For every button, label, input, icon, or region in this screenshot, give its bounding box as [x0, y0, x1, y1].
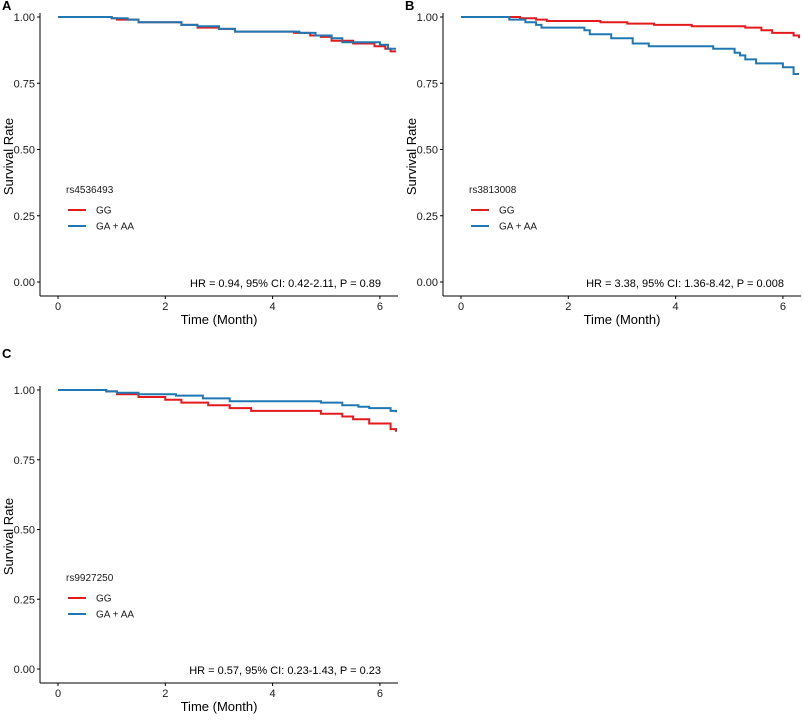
hr-annotation: HR = 0.94, 95% CI: 0.42-2.11, P = 0.89	[190, 278, 381, 290]
survival-curve-ga-aa	[58, 16, 396, 50]
y-axis-label: Survival Rate	[1, 498, 16, 575]
y-axis-label: Survival Rate	[1, 118, 16, 195]
legend-label: GG	[499, 206, 515, 217]
y-tick-label: 0.50	[417, 145, 438, 157]
x-tick-label: 2	[162, 301, 168, 313]
y-tick-label: 0.75	[14, 455, 35, 467]
y-tick-label: 1.00	[14, 385, 35, 397]
legend-label: GA + AA	[96, 610, 134, 621]
x-tick-label: 0	[55, 301, 61, 313]
hr-annotation: HR = 0.57, 95% CI: 0.23-1.43, P = 0.23	[189, 665, 381, 677]
y-tick-label: 0.00	[14, 277, 35, 289]
x-tick-label: 2	[162, 688, 168, 700]
x-tick-label: 0	[55, 688, 61, 700]
y-tick-label: 0.75	[14, 78, 35, 90]
x-tick-label: 6	[780, 301, 786, 313]
y-tick-label: 0.25	[14, 211, 35, 223]
legend-title: rs4536493	[66, 185, 114, 196]
survival-curve-ga-aa	[461, 16, 799, 75]
y-tick-label: 0.75	[417, 78, 438, 90]
y-tick-label: 1.00	[417, 12, 438, 24]
x-tick-label: 4	[270, 301, 276, 313]
x-axis-label: Time (Month)	[181, 312, 258, 327]
x-axis-label: Time (Month)	[584, 312, 661, 327]
y-tick-label: 0.50	[14, 525, 35, 537]
legend-title: rs3813008	[469, 185, 517, 196]
panel-a: A 0.00 0.25 0.50 0.75 1.00 0 2 4 6 Time (Month) Sur…	[1, 0, 398, 327]
y-tick-label: 0.00	[417, 277, 438, 289]
hr-annotation: HR = 3.38, 95% CI: 1.36-8.42, P = 0.008	[586, 278, 784, 290]
legend-label: GG	[96, 206, 112, 217]
legend-label: GA + AA	[96, 222, 134, 233]
y-tick-label: 0.00	[14, 664, 35, 676]
y-axis-label: Survival Rate	[404, 118, 419, 195]
x-tick-label: 2	[565, 301, 571, 313]
x-axis-label: Time (Month)	[181, 699, 258, 714]
legend-label: GA + AA	[499, 222, 537, 233]
panel-b: B 0.00 0.25 0.50 0.75 1.00 0 2 4 6 Time (Month) Sur…	[404, 0, 801, 327]
panel-label: C	[2, 346, 12, 361]
y-tick-label: 0.50	[14, 145, 35, 157]
panel-label: B	[405, 0, 414, 13]
y-tick-label: 0.25	[417, 211, 438, 223]
y-tick-label: 1.00	[14, 12, 35, 24]
legend-title: rs9927250	[66, 573, 114, 584]
legend-label: GG	[96, 594, 112, 605]
panel-label: A	[2, 0, 12, 13]
survival-curve-ga-aa	[58, 389, 397, 413]
panel-c: C 0.00 0.25 0.50 0.75 1.00 0 2 4 6 Time (Month) Sur…	[1, 346, 398, 714]
survival-curve-gg	[58, 389, 397, 432]
y-tick-label: 0.25	[14, 594, 35, 606]
x-tick-label: 0	[458, 301, 464, 313]
x-tick-label: 4	[270, 688, 276, 700]
x-tick-label: 6	[377, 688, 383, 700]
x-tick-label: 4	[673, 301, 679, 313]
survival-curve-gg	[461, 16, 800, 39]
x-tick-label: 6	[377, 301, 383, 313]
